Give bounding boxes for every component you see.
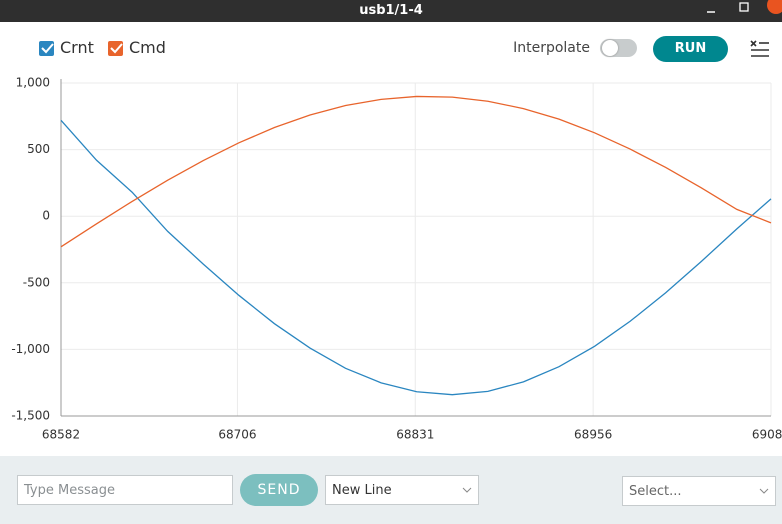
checkbox[interactable] [108, 41, 123, 56]
x-tick-label: 68956 [574, 428, 612, 442]
y-tick-label: -1,000 [11, 342, 50, 356]
toggle-knob [602, 40, 618, 56]
menu-icon [750, 40, 769, 57]
menu-button[interactable] [748, 38, 772, 60]
line-ending-select[interactable]: New Line [325, 475, 479, 505]
series-line [60, 95, 772, 248]
run-button[interactable]: RUN [653, 36, 728, 62]
y-tick-label: 500 [27, 142, 50, 156]
window-title: usb1/1-4 [359, 3, 423, 18]
y-tick-label: -1,500 [11, 409, 50, 423]
x-tick-label: 68582 [42, 428, 80, 442]
close-button[interactable] [767, 0, 782, 14]
checkbox[interactable] [39, 41, 54, 56]
dropdown-arrow [462, 487, 472, 493]
plot: -1,500 -1,000 -500 0 500 1,000 68582 68706 68831… [11, 76, 782, 442]
legend-label[interactable]: Crnt [60, 38, 94, 57]
y-tick-label: 0 [42, 209, 50, 223]
y-tick-label: 1,000 [16, 76, 50, 90]
y-tick-label: -500 [23, 275, 50, 289]
dropdown-arrow [759, 488, 769, 494]
legend-label[interactable]: Cmd [129, 38, 166, 57]
message-input[interactable]: Type Message [17, 475, 233, 505]
interpolate-label: Interpolate [513, 40, 590, 56]
x-tick-label: 68706 [218, 428, 256, 442]
window-controls [707, 0, 782, 14]
x-tick-label: 68831 [396, 428, 434, 442]
send-button[interactable]: SEND [240, 474, 318, 506]
title-bar [0, 0, 782, 22]
baud-select[interactable]: Select... [622, 476, 776, 506]
series-line [60, 119, 772, 396]
select-arrows [462, 487, 769, 494]
maximize-button[interactable] [739, 2, 749, 12]
x-tick-label: 69081 [752, 428, 782, 442]
